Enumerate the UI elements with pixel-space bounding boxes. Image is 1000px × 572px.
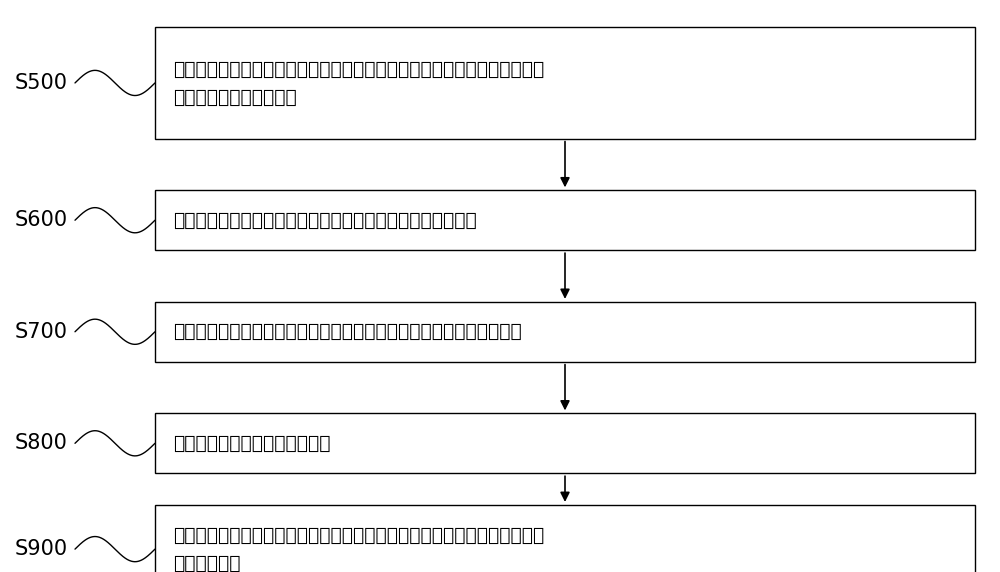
Text: S500: S500 <box>15 73 68 93</box>
Bar <box>155 413 975 474</box>
Text: S600: S600 <box>15 210 68 230</box>
Bar <box>155 27 975 139</box>
Bar <box>155 302 975 362</box>
Text: 获取拉直后的血管的几何信息；: 获取拉直后的血管的几何信息； <box>173 434 330 453</box>
Text: S900: S900 <box>15 539 68 559</box>
Text: 根据拉直后的血管中心线和拉直血管图像，获取拉直后的血管轮廓线；: 根据拉直后的血管中心线和拉直血管图像，获取拉直后的血管轮廓线； <box>173 322 522 341</box>
Text: 沿着冠脉入口至冠脉末端方向，从至少两个体位的冠状动脉二维造影图像中
均提取一条血管中心线；: 沿着冠脉入口至冠脉末端方向，从至少两个体位的冠状动脉二维造影图像中 均提取一条血… <box>173 59 544 106</box>
Bar <box>155 505 975 572</box>
Text: 根据冠状动脉二维造影图像和血管中心线获取拉直血管图像；: 根据冠状动脉二维造影图像和血管中心线获取拉直血管图像； <box>173 210 477 230</box>
Text: S800: S800 <box>15 434 68 453</box>
Text: S700: S700 <box>15 322 68 341</box>
Text: 根据几何信息、中心线和轮廓线进行三维建模，获得具有狭窄病变区间的三
维血管模型。: 根据几何信息、中心线和轮廓线进行三维建模，获得具有狭窄病变区间的三 维血管模型。 <box>173 526 544 572</box>
Bar <box>155 190 975 251</box>
